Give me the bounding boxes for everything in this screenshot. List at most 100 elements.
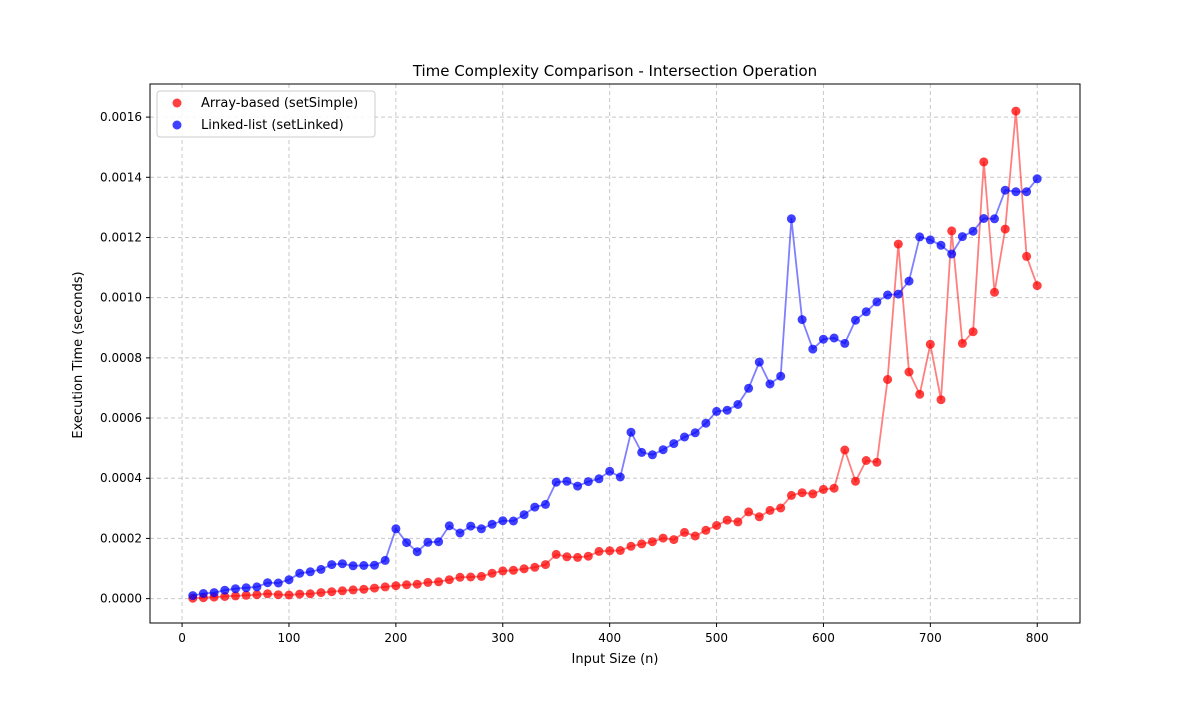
data-point-array-based [241,590,251,600]
x-tick-label: 0 [178,631,186,645]
data-point-array-based [220,592,230,601]
data-point-linked-list [188,591,198,601]
data-point-array-based [605,546,615,556]
data-point-linked-list [370,560,379,570]
data-point-array-based [423,577,433,587]
data-point-array-based [808,489,818,499]
data-point-linked-list [487,519,497,529]
data-point-array-based [936,395,946,405]
data-point-array-based [487,568,497,578]
data-point-array-based [722,515,732,525]
data-point-linked-list [861,307,871,317]
data-point-linked-list [979,214,989,223]
y-tick-label: 0.0002 [100,531,142,545]
data-point-linked-list [786,214,796,224]
data-point-array-based [915,389,925,399]
data-point-linked-list [551,477,561,487]
data-point-linked-list [690,428,700,438]
data-point-array-based [273,590,283,600]
data-point-array-based [316,588,326,598]
data-point-linked-list [583,477,593,487]
x-tick-label: 100 [278,631,301,645]
y-tick-label: 0.0016 [100,110,142,124]
data-point-linked-list [476,524,486,534]
data-point-linked-list [615,472,625,482]
data-point-linked-list [530,502,540,512]
data-point-linked-list [872,297,882,307]
data-point-array-based [1022,251,1032,261]
data-point-linked-list [818,334,828,344]
data-point-array-based [615,546,625,555]
data-point-linked-list [776,371,786,381]
data-point-linked-list [273,578,283,588]
x-tick-label: 400 [598,631,621,645]
data-point-array-based [1000,224,1010,234]
data-point-array-based [979,157,989,167]
data-point-linked-list [840,338,850,348]
data-point-array-based [380,582,390,592]
data-point-linked-list [883,290,893,300]
data-point-linked-list [990,214,999,224]
data-point-array-based [562,552,572,562]
data-point-array-based [444,575,454,585]
data-point-linked-list [893,289,903,299]
data-point-array-based [284,590,294,600]
legend: Array-based (setSimple) Linked-list (set… [156,90,376,138]
legend-label-linked-list: Linked-list (setLinked) [201,118,344,133]
data-point-array-based [583,551,593,561]
data-point-array-based [263,589,273,599]
data-point-linked-list [402,538,412,548]
data-point-array-based [744,507,754,517]
data-point-linked-list [391,524,401,534]
data-point-linked-list [209,588,219,598]
legend-label-array-based: Array-based (setSimple) [201,96,358,111]
data-point-linked-list [947,249,957,259]
data-point-array-based [348,585,358,595]
data-point-linked-list [1032,174,1042,184]
data-point-array-based [327,587,337,597]
data-point-array-based [947,226,957,236]
x-tick-label: 800 [1026,631,1049,645]
data-point-array-based [701,525,711,535]
data-point-linked-list [1011,187,1021,197]
data-point-array-based [508,565,518,575]
data-point-array-based [851,476,860,486]
data-point-array-based [519,564,529,574]
data-point-array-based [658,533,668,543]
data-point-array-based [786,490,796,500]
data-point-array-based [861,456,871,465]
data-point-linked-list [701,418,711,428]
data-point-linked-list [519,510,529,520]
legend-box [156,90,376,138]
data-point-linked-list [498,516,508,526]
y-tick-label: 0.0008 [100,351,142,365]
data-point-linked-list [754,357,764,367]
data-point-array-based [498,566,508,576]
data-point-array-based [434,577,444,587]
legend-marker-linked-list [172,120,182,130]
data-point-array-based [370,583,379,593]
data-point-array-based [904,367,914,377]
data-point-array-based [818,484,828,494]
data-point-linked-list [1022,187,1032,197]
data-point-array-based [573,552,583,562]
data-point-linked-list [327,560,337,570]
data-point-array-based [594,546,604,556]
data-point-linked-list [434,537,444,547]
data-point-linked-list [380,555,390,565]
data-point-array-based [402,580,412,590]
data-point-linked-list [1000,185,1010,195]
data-point-linked-list [252,582,262,592]
y-tick-label: 0.0010 [100,291,142,305]
data-point-linked-list [925,235,935,245]
data-point-array-based [1011,106,1021,116]
data-point-linked-list [968,226,978,236]
data-point-linked-list [829,333,839,343]
y-tick-label: 0.0012 [100,230,142,244]
data-point-linked-list [508,516,518,526]
data-point-array-based [829,483,839,493]
data-point-linked-list [562,476,572,486]
data-point-linked-list [915,232,925,242]
data-point-array-based [957,338,967,348]
